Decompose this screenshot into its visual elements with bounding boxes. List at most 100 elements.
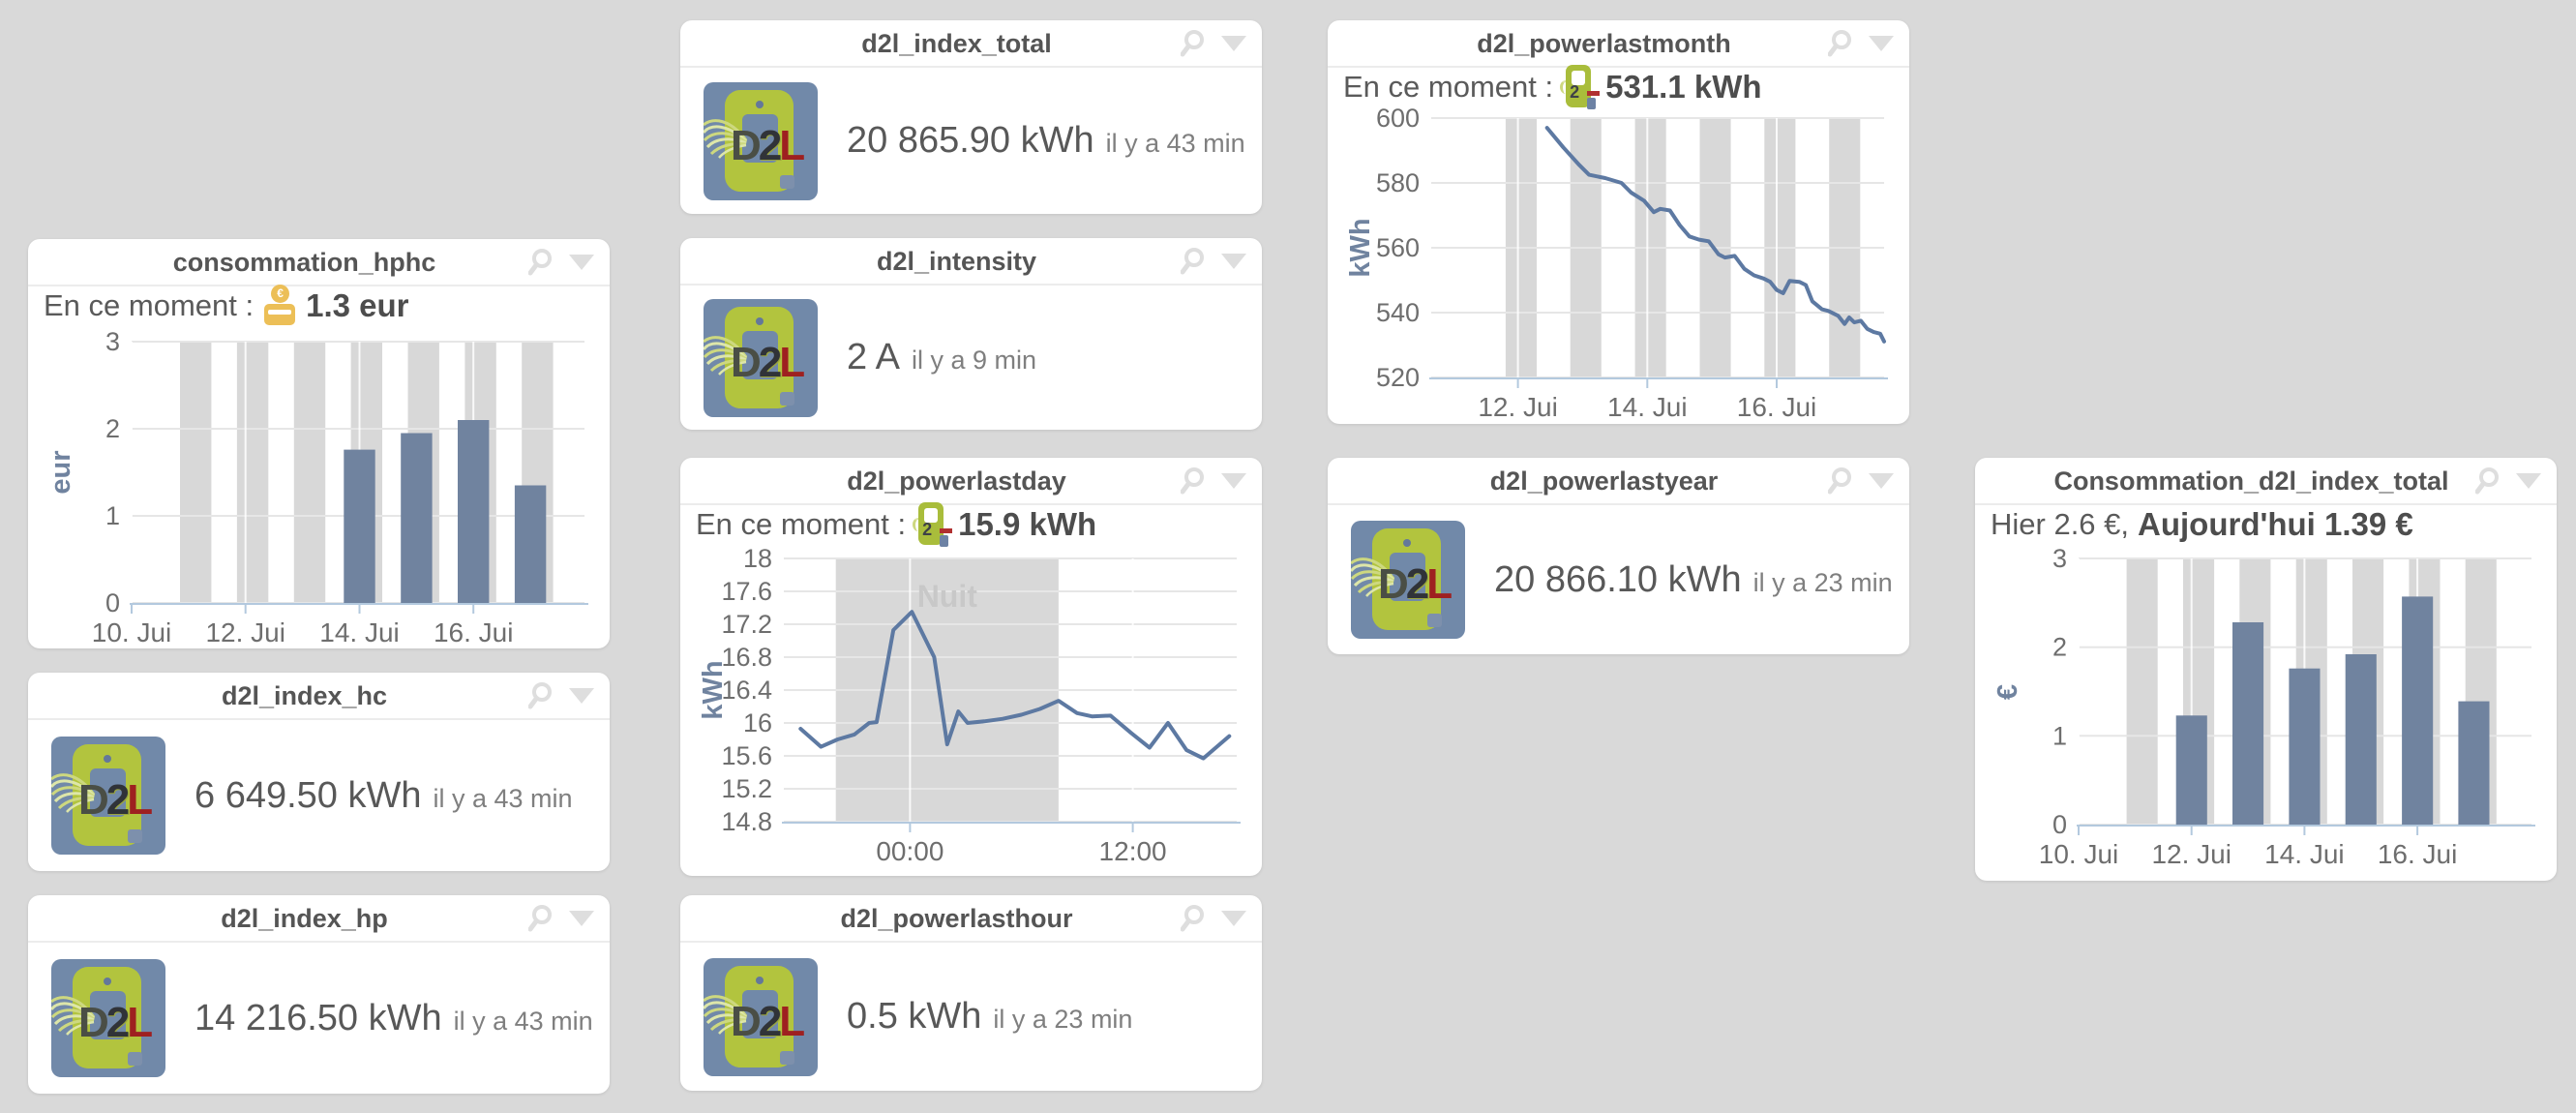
- d2l-logo-tab: [128, 1052, 142, 1066]
- search-icon[interactable]: [1181, 247, 1210, 276]
- search-icon[interactable]: [528, 681, 557, 710]
- d2l-logo-wing-icon: [704, 118, 748, 159]
- current-value: 15.9 kWh: [958, 506, 1097, 542]
- search-icon[interactable]: [1828, 29, 1857, 58]
- svg-text:16.4: 16.4: [721, 676, 772, 705]
- d2l-logo-led-dot: [756, 100, 764, 108]
- search-icon[interactable]: [528, 904, 557, 933]
- svg-text:0: 0: [105, 588, 120, 617]
- current-value-line: En ce moment : € 1.3 eur: [44, 284, 409, 328]
- d2l-logo-tab: [780, 1050, 794, 1065]
- chevron-down-icon[interactable]: [1221, 473, 1246, 489]
- card-header: Consommation_d2l_index_total: [1975, 458, 2557, 505]
- d2l-mini-red-dash: [1587, 91, 1601, 96]
- money-icon: €: [262, 284, 297, 328]
- card-header: d2l_powerlastmonth: [1328, 20, 1909, 68]
- d2l-mini-screen: [924, 508, 939, 523]
- card-header-actions: [528, 904, 594, 933]
- svg-text:16. Jui: 16. Jui: [1737, 392, 1817, 422]
- d2l-mini-blue-dot: [940, 535, 949, 547]
- chevron-down-icon[interactable]: [1221, 911, 1246, 926]
- card-body: D2L 20 865.90 kWh il y a 43 min: [680, 68, 1262, 214]
- svg-text:2: 2: [105, 414, 120, 443]
- card-title: d2l_powerlasthour: [840, 904, 1073, 933]
- svg-text:520: 520: [1376, 363, 1420, 392]
- d2l-logo-text: D2L: [1378, 560, 1453, 608]
- svg-text:3: 3: [105, 330, 120, 356]
- search-icon[interactable]: [1181, 904, 1210, 933]
- d2l-logo-led-dot: [1403, 539, 1411, 547]
- yesterday-cost: Hier 2.6 €,: [1991, 507, 2130, 541]
- chevron-down-icon[interactable]: [2516, 473, 2541, 489]
- card-d2l-index-total: d2l_index_total D2L 20 865.90 kWh il y: [680, 20, 1262, 214]
- d2l-logo-tab: [780, 174, 794, 189]
- chevron-down-icon[interactable]: [569, 688, 594, 704]
- card-title: d2l_intensity: [876, 247, 1037, 276]
- last-update: il y a 43 min: [453, 1006, 593, 1036]
- d2l-mini-blue-dot: [1587, 98, 1597, 109]
- sensor-value: 0.5 kWh: [847, 996, 982, 1037]
- svg-text:16: 16: [743, 708, 772, 737]
- card-header-actions: [528, 681, 594, 710]
- card-title: d2l_powerlastday: [847, 466, 1066, 496]
- sensor-value: 20 865.90 kWh: [847, 120, 1094, 161]
- card-title: d2l_index_hp: [221, 904, 388, 933]
- svg-text:14. Jui: 14. Jui: [1607, 392, 1688, 422]
- svg-text:12. Jui: 12. Jui: [205, 617, 285, 647]
- d2l-logo-screen: [742, 989, 778, 1038]
- card-d2l-powerlastyear: d2l_powerlastyear D2L 20 866.10 kWh il: [1328, 458, 1909, 654]
- card-header-actions: [528, 248, 594, 277]
- current-value: 1.3 eur: [306, 287, 409, 323]
- chevron-down-icon[interactable]: [1221, 254, 1246, 269]
- card-title: d2l_index_hc: [221, 681, 388, 710]
- line-chart-d2l-powerlastday[interactable]: Nuit 14.8 15.2 15.6 16 16.4 16.8 17.2 17.6 18 00:0…: [680, 547, 1262, 868]
- chevron-down-icon[interactable]: [569, 911, 594, 926]
- d2l-logo-screen: [742, 330, 778, 379]
- card-title: d2l_index_total: [861, 29, 1052, 58]
- search-icon[interactable]: [2475, 466, 2504, 496]
- svg-text:540: 540: [1376, 298, 1420, 327]
- bar-chart-consommation-hphc[interactable]: 0 1 2 3 10. Jui 12. Jui 14. Jui 16. Jui eur: [28, 330, 610, 649]
- search-icon[interactable]: [1181, 466, 1210, 496]
- svg-text:560: 560: [1376, 233, 1420, 262]
- chevron-down-icon[interactable]: [1221, 36, 1246, 51]
- svg-text:00:00: 00:00: [876, 836, 944, 866]
- svg-text:16.8: 16.8: [721, 643, 772, 672]
- current-value-line: En ce moment : 2 531.1 kWh: [1343, 65, 1762, 109]
- current-value-prefix: En ce moment :: [696, 507, 907, 541]
- sensor-value: 20 866.10 kWh: [1494, 558, 1742, 600]
- d2l-device-logo: D2L: [1351, 521, 1465, 639]
- svg-text:1: 1: [2052, 721, 2067, 750]
- card-body: D2L 0.5 kWh il y a 23 min: [680, 943, 1262, 1091]
- search-icon[interactable]: [1828, 466, 1857, 496]
- svg-text:15.6: 15.6: [721, 741, 772, 770]
- chevron-down-icon[interactable]: [1869, 473, 1894, 489]
- svg-text:18: 18: [743, 547, 772, 573]
- bar-chart-consommation-d2l-index-total[interactable]: 0 1 2 3 10. Jui 12. Jui 14. Jui 16. Jui €: [1975, 547, 2557, 871]
- line-chart-d2l-powerlastmonth[interactable]: 520 540 560 580 600 12. Jui 14. Jui 16. Jui kWh: [1328, 106, 1909, 424]
- d2l-logo-text: D2L: [731, 121, 805, 169]
- current-value-prefix: En ce moment :: [1343, 70, 1554, 104]
- d2l-logo-text: D2L: [78, 776, 153, 824]
- d2l-logo-screen: [742, 113, 778, 163]
- svg-text:kWh: kWh: [698, 660, 729, 719]
- svg-text:eur: eur: [45, 450, 76, 494]
- card-d2l-index-hp: d2l_index_hp D2L 14 216.50 kWh il y a: [28, 895, 610, 1094]
- card-header-actions: [1181, 466, 1246, 496]
- search-icon[interactable]: [1181, 29, 1210, 58]
- current-value-prefix: En ce moment :: [44, 288, 255, 322]
- card-header: d2l_powerlasthour: [680, 895, 1262, 943]
- svg-text:kWh: kWh: [1345, 218, 1376, 277]
- d2l-mini-screen: [1572, 71, 1586, 85]
- card-d2l-powerlastmonth: d2l_powerlastmonth En ce moment : 2 531.…: [1328, 20, 1909, 424]
- sensor-value: 14 216.50 kWh: [195, 997, 442, 1038]
- svg-text:15.2: 15.2: [721, 774, 772, 803]
- svg-text:Nuit: Nuit: [917, 579, 978, 614]
- card-title: d2l_powerlastyear: [1489, 466, 1719, 496]
- search-icon[interactable]: [528, 248, 557, 277]
- chevron-down-icon[interactable]: [1869, 36, 1894, 51]
- chevron-down-icon[interactable]: [569, 255, 594, 270]
- svg-text:580: 580: [1376, 168, 1420, 197]
- card-header-actions: [1828, 29, 1894, 58]
